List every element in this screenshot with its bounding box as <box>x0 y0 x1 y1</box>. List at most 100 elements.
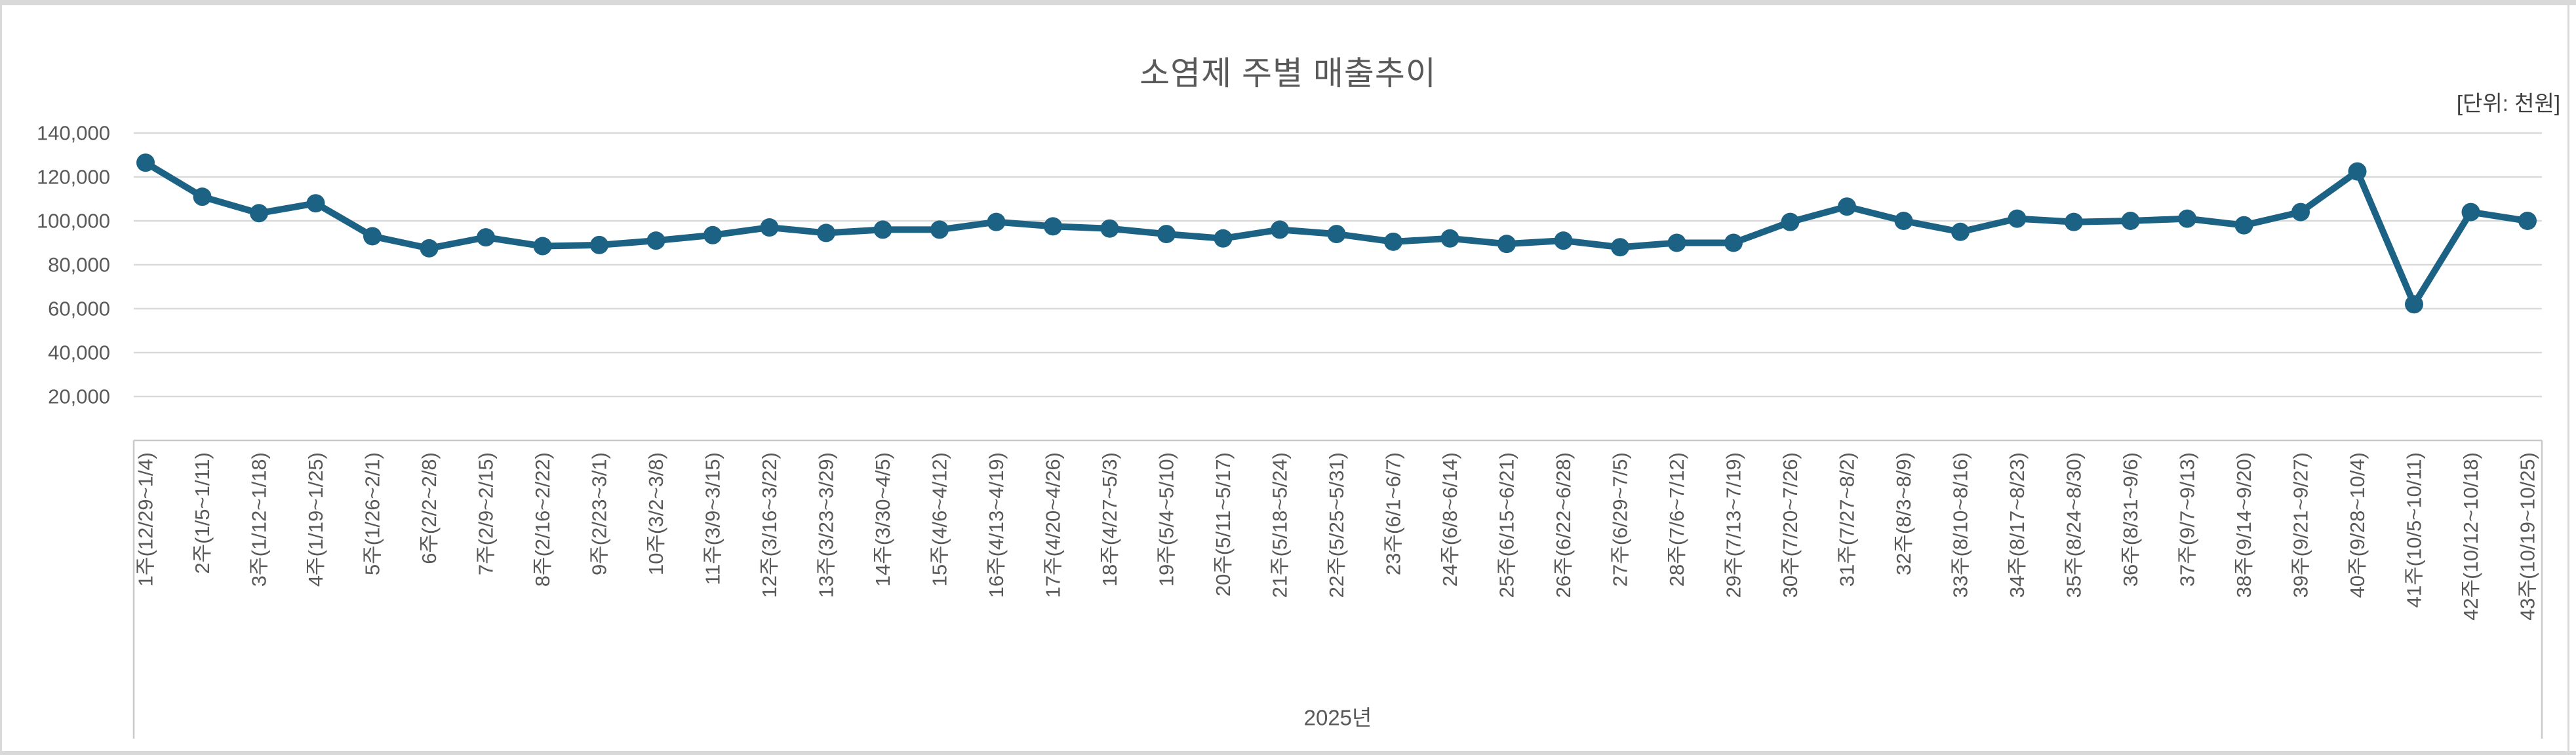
data-point-marker <box>1724 233 1743 252</box>
y-axis-tick-label: 140,000 <box>37 122 110 145</box>
data-point-marker <box>136 153 155 172</box>
x-axis-week-label: 26주(6/22~6/28) <box>1552 452 1575 598</box>
y-axis-tick-label: 60,000 <box>48 298 110 320</box>
data-point-marker <box>2348 162 2367 181</box>
x-axis-week-label: 11주(3/9~3/15) <box>702 452 724 585</box>
x-axis-week-label: 32주(8/3~8/9) <box>1892 452 1915 575</box>
data-point-marker <box>930 220 949 239</box>
x-axis-week-label: 8주(2/16~2/22) <box>531 452 554 587</box>
data-point-marker <box>533 237 552 256</box>
x-axis-week-label: 22주(5/25~5/31) <box>1325 452 1348 598</box>
data-point-marker <box>760 218 779 237</box>
window-top-edge <box>0 0 2576 5</box>
x-axis-week-label: 21주(5/18~5/24) <box>1269 452 1292 598</box>
x-axis-week-label: 14주(3/30~4/5) <box>871 452 894 587</box>
data-point-marker <box>873 220 892 239</box>
chart-right-border <box>2567 5 2569 751</box>
x-axis-week-label: 1주(12/29~1/4) <box>134 452 157 587</box>
x-axis-week-label: 33주(8/10~8/16) <box>1949 452 1972 598</box>
x-axis-week-label: 38주(9/14~9/20) <box>2232 452 2255 598</box>
data-point-marker <box>1440 229 1459 248</box>
x-axis-week-label: 5주(1/26~2/1) <box>361 452 384 575</box>
data-point-marker <box>703 225 722 244</box>
x-axis-week-label: 15주(4/6~4/12) <box>928 452 951 587</box>
data-point-marker <box>1894 212 1913 230</box>
data-point-marker <box>646 231 665 250</box>
x-axis-week-label: 7주(2/9~2/15) <box>475 452 498 575</box>
x-axis-week-label: 24주(6/8~6/14) <box>1438 452 1461 587</box>
data-point-marker <box>590 235 608 254</box>
data-point-marker <box>363 227 382 246</box>
x-axis-week-label: 27주(6/29~7/5) <box>1609 452 1632 587</box>
data-point-marker <box>1214 229 1233 248</box>
y-axis-tick-label: 80,000 <box>48 254 110 277</box>
x-axis-week-label: 25주(6/15~6/21) <box>1496 452 1518 598</box>
x-axis-week-label: 4주(1/19~1/25) <box>304 452 327 587</box>
data-point-marker <box>2291 203 2310 222</box>
x-axis-week-label: 16주(4/13~4/19) <box>985 452 1008 598</box>
x-axis-week-label: 10주(3/2~3/8) <box>644 452 667 575</box>
x-axis-week-label: 9주(2/23~3/1) <box>588 452 611 575</box>
y-axis-tick-label: 100,000 <box>37 210 110 233</box>
x-axis-week-label: 12주(3/16~3/22) <box>758 452 781 598</box>
x-axis-week-label: 19주(5/4~5/10) <box>1155 452 1178 587</box>
data-point-marker <box>1157 225 1176 244</box>
x-axis-week-label: 17주(4/20~4/26) <box>1042 452 1065 598</box>
data-point-marker <box>2121 212 2140 230</box>
data-point-marker <box>2008 209 2027 228</box>
x-axis-week-label: 37주(9/7~9/13) <box>2176 452 2199 587</box>
chart-title: 소염제 주별 매출추이 <box>1139 55 1437 92</box>
x-axis-week-label: 31주(7/27~8/2) <box>1836 452 1859 587</box>
x-axis-week-label: 18주(4/27~5/3) <box>1098 452 1121 587</box>
y-axis-tick-label: 120,000 <box>37 166 110 189</box>
x-axis-week-label: 20주(5/11~5/17) <box>1212 452 1235 596</box>
data-point-marker <box>1271 220 1289 239</box>
data-point-marker <box>420 239 439 258</box>
x-axis-week-label: 30주(7/20~7/26) <box>1779 452 1802 598</box>
data-point-marker <box>306 194 325 213</box>
data-point-marker <box>2065 212 2083 231</box>
data-point-marker <box>1554 231 1573 250</box>
x-axis-week-label: 36주(8/31~9/6) <box>2119 452 2142 587</box>
data-point-marker <box>1667 233 1686 252</box>
data-point-marker <box>1951 222 1970 241</box>
data-point-marker <box>817 223 835 242</box>
x-axis-week-label: 42주(10/12~10/18) <box>2459 452 2482 621</box>
data-point-marker <box>1044 217 1062 236</box>
data-point-marker <box>477 228 495 247</box>
data-point-marker <box>2518 212 2537 230</box>
data-point-marker <box>1384 232 1402 251</box>
data-point-marker <box>2178 209 2196 228</box>
x-axis-week-label: 29주(7/13~7/19) <box>1722 452 1745 598</box>
x-axis-year-label: 2025년 <box>1304 706 1372 730</box>
data-point-marker <box>1838 197 1856 216</box>
x-axis-week-label: 40주(9/28~10/4) <box>2346 452 2369 598</box>
data-point-marker <box>1497 235 1516 254</box>
x-axis-week-label: 39주(9/21~9/27) <box>2289 452 2312 598</box>
x-axis-week-label: 23주(6/1~6/7) <box>1382 452 1405 575</box>
data-point-marker <box>987 212 1006 231</box>
data-point-marker <box>2405 295 2423 314</box>
x-axis-week-label: 28주(7/6~7/12) <box>1665 452 1688 587</box>
data-point-marker <box>250 204 268 223</box>
data-point-marker <box>1100 219 1119 238</box>
chart-left-border <box>0 5 2 751</box>
data-point-marker <box>2234 216 2253 235</box>
x-axis-week-label: 13주(3/23~3/29) <box>815 452 838 598</box>
window-bottom-edge <box>0 751 2576 755</box>
data-point-marker <box>193 187 212 206</box>
x-axis-week-label: 43주(10/19~10/25) <box>2516 452 2539 621</box>
x-axis-week-label: 34주(8/17~8/23) <box>2006 452 2029 598</box>
y-axis-tick-label: 40,000 <box>48 341 110 364</box>
data-point-marker <box>1327 225 1346 244</box>
x-axis-week-label: 6주(2/2~2/8) <box>418 452 441 564</box>
unit-note-label: [단위: 천원] <box>2456 91 2560 115</box>
x-axis-week-label: 3주(1/12~1/18) <box>248 452 271 587</box>
x-axis-week-label: 35주(8/24~8/30) <box>2063 452 2086 598</box>
x-axis-week-label: 2주(1/5~1/11) <box>191 452 214 574</box>
data-point-marker <box>1611 238 1629 257</box>
data-point-marker <box>1781 212 1800 231</box>
x-axis-week-label: 41주(10/5~10/11) <box>2403 452 2426 608</box>
